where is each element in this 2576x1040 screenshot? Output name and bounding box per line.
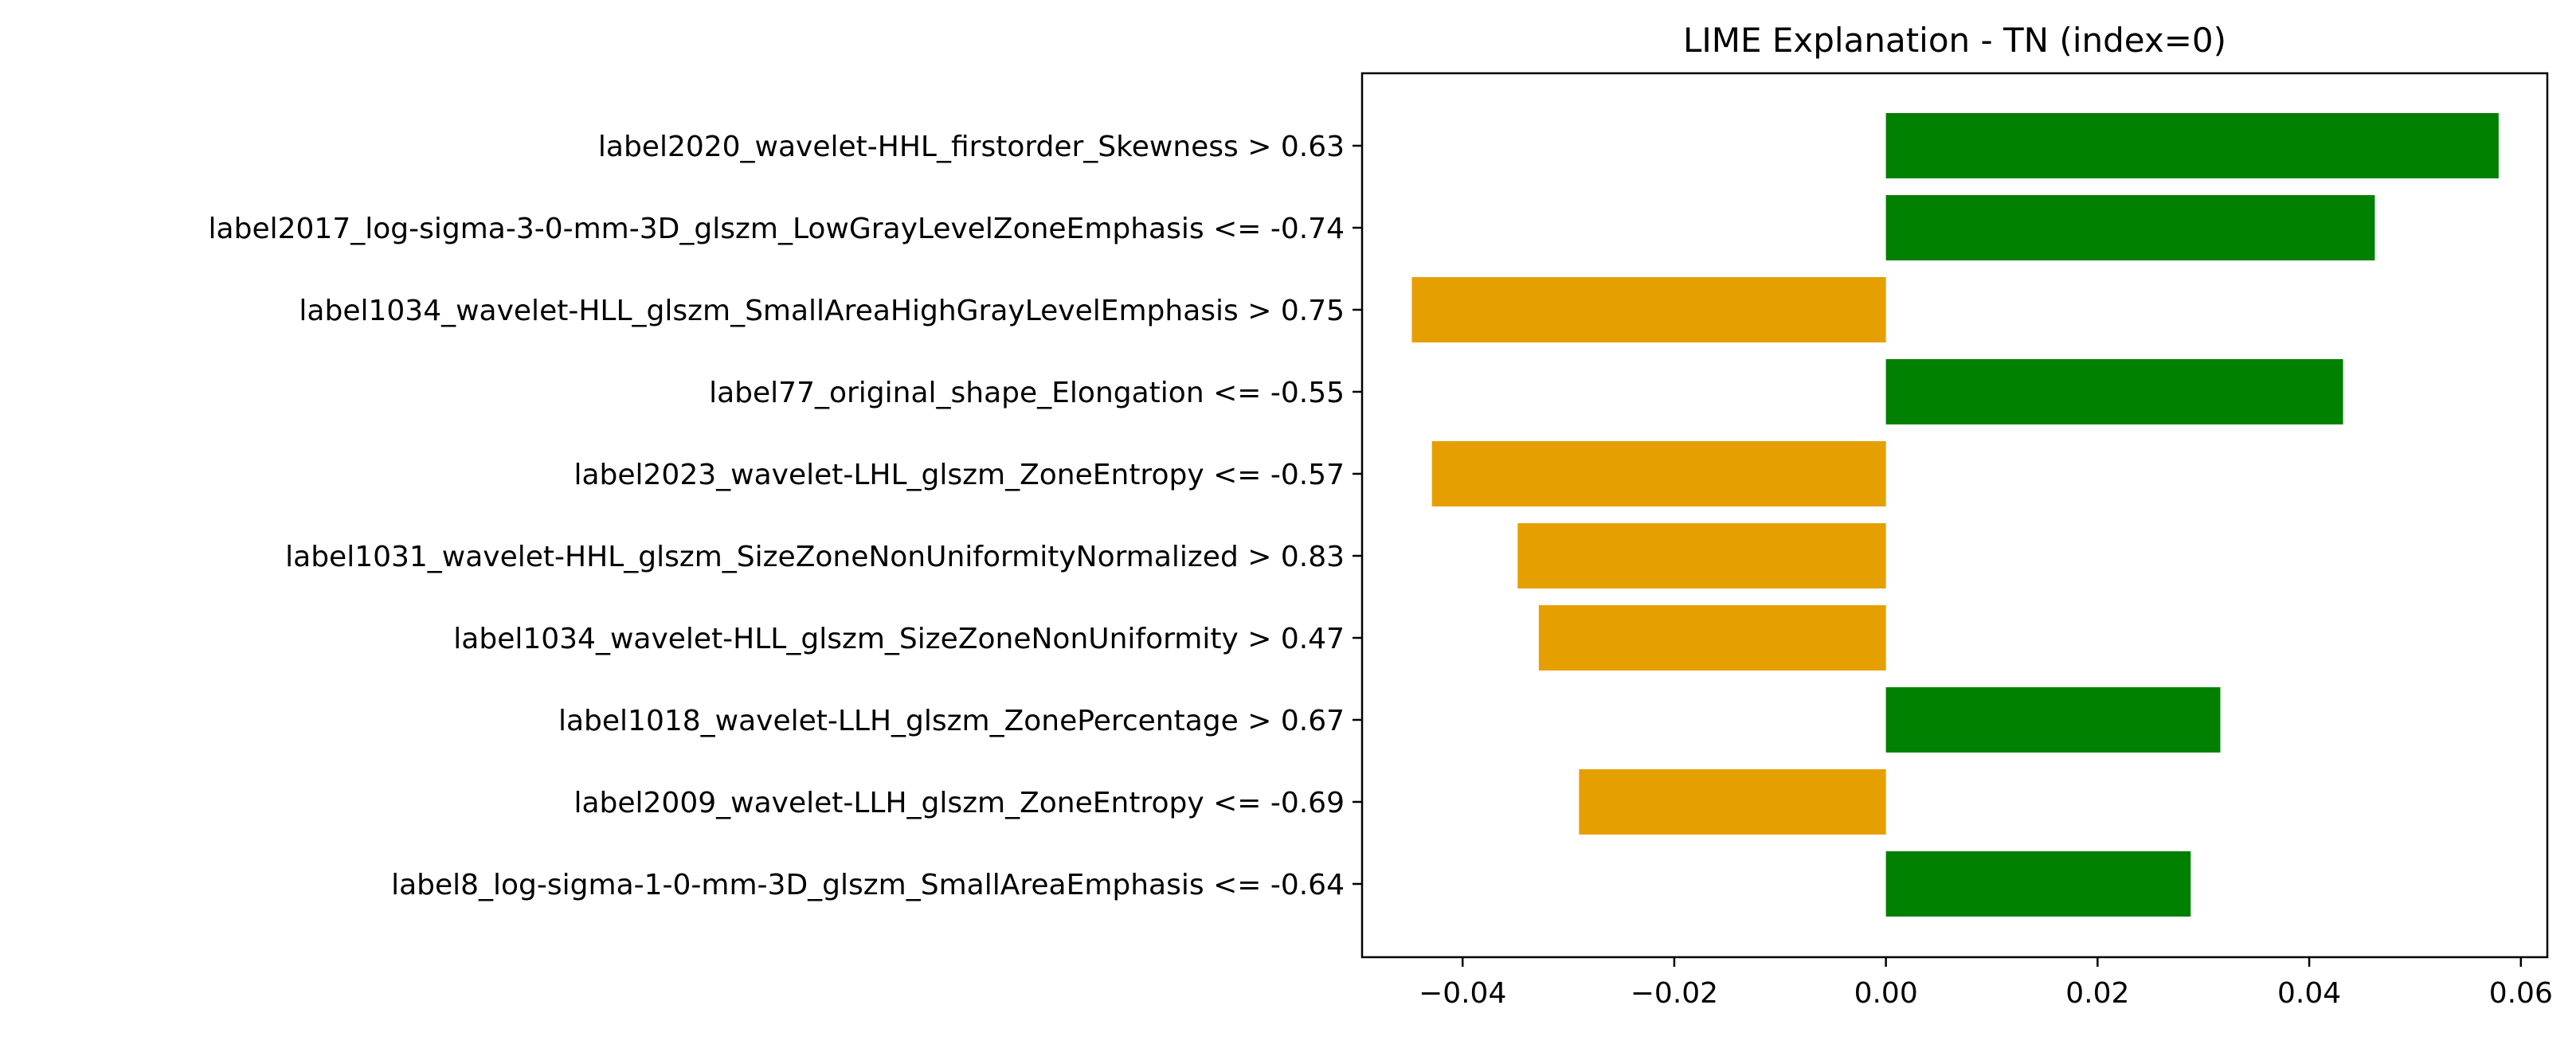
bar-4 xyxy=(1431,441,1886,506)
bar-9 xyxy=(1885,851,2191,917)
bar-0 xyxy=(1885,113,2499,178)
y-tick-label-4: label2023_wavelet-LHL_glszm_ZoneEntropy … xyxy=(574,459,1345,491)
y-tick-label-9: label8_log-sigma-1-0-mm-3D_glszm_SmallAr… xyxy=(391,869,1345,901)
y-tick-label-5: label1031_wavelet-HHL_glszm_SizeZoneNonU… xyxy=(285,541,1345,573)
bar-6 xyxy=(1538,605,1886,671)
x-tick-label-3: 0.02 xyxy=(2065,977,2129,1010)
x-axis-ticks: −0.04 −0.02 0.00 0.02 0.04 0.06 xyxy=(1419,957,2553,1010)
y-tick-label-1: label2017_log-sigma-3-0-mm-3D_glszm_LowG… xyxy=(209,213,1345,245)
bar-3 xyxy=(1885,359,2343,424)
y-axis-ticks: label2020_wavelet-HHL_firstorder_Skewnes… xyxy=(209,131,1362,901)
x-tick-label-5: 0.06 xyxy=(2489,977,2553,1010)
y-tick-label-6: label1034_wavelet-HLL_glszm_SizeZoneNonU… xyxy=(453,623,1345,655)
bar-7 xyxy=(1885,687,2221,753)
bar-2 xyxy=(1411,277,1886,342)
bar-1 xyxy=(1885,195,2375,260)
y-tick-label-8: label2009_wavelet-LLH_glszm_ZoneEntropy … xyxy=(574,787,1345,819)
y-tick-label-7: label1018_wavelet-LLH_glszm_ZonePercenta… xyxy=(558,705,1345,737)
bar-5 xyxy=(1517,523,1886,588)
bars-layer xyxy=(1411,113,2499,917)
x-tick-label-0: −0.04 xyxy=(1419,977,1506,1010)
plot-frame xyxy=(1360,72,2549,959)
y-tick-label-3: label77_original_shape_Elongation <= -0.… xyxy=(709,377,1345,409)
bar-8 xyxy=(1579,769,1886,835)
y-tick-label-2: label1034_wavelet-HLL_glszm_SmallAreaHig… xyxy=(299,295,1345,327)
x-tick-label-2: 0.00 xyxy=(1854,977,1918,1010)
y-tick-label-0: label2020_wavelet-HHL_firstorder_Skewnes… xyxy=(598,131,1345,163)
x-tick-label-1: −0.02 xyxy=(1631,977,1718,1010)
chart-title: LIME Explanation - TN (index=0) xyxy=(1683,21,2226,60)
x-tick-label-4: 0.04 xyxy=(2277,977,2341,1010)
